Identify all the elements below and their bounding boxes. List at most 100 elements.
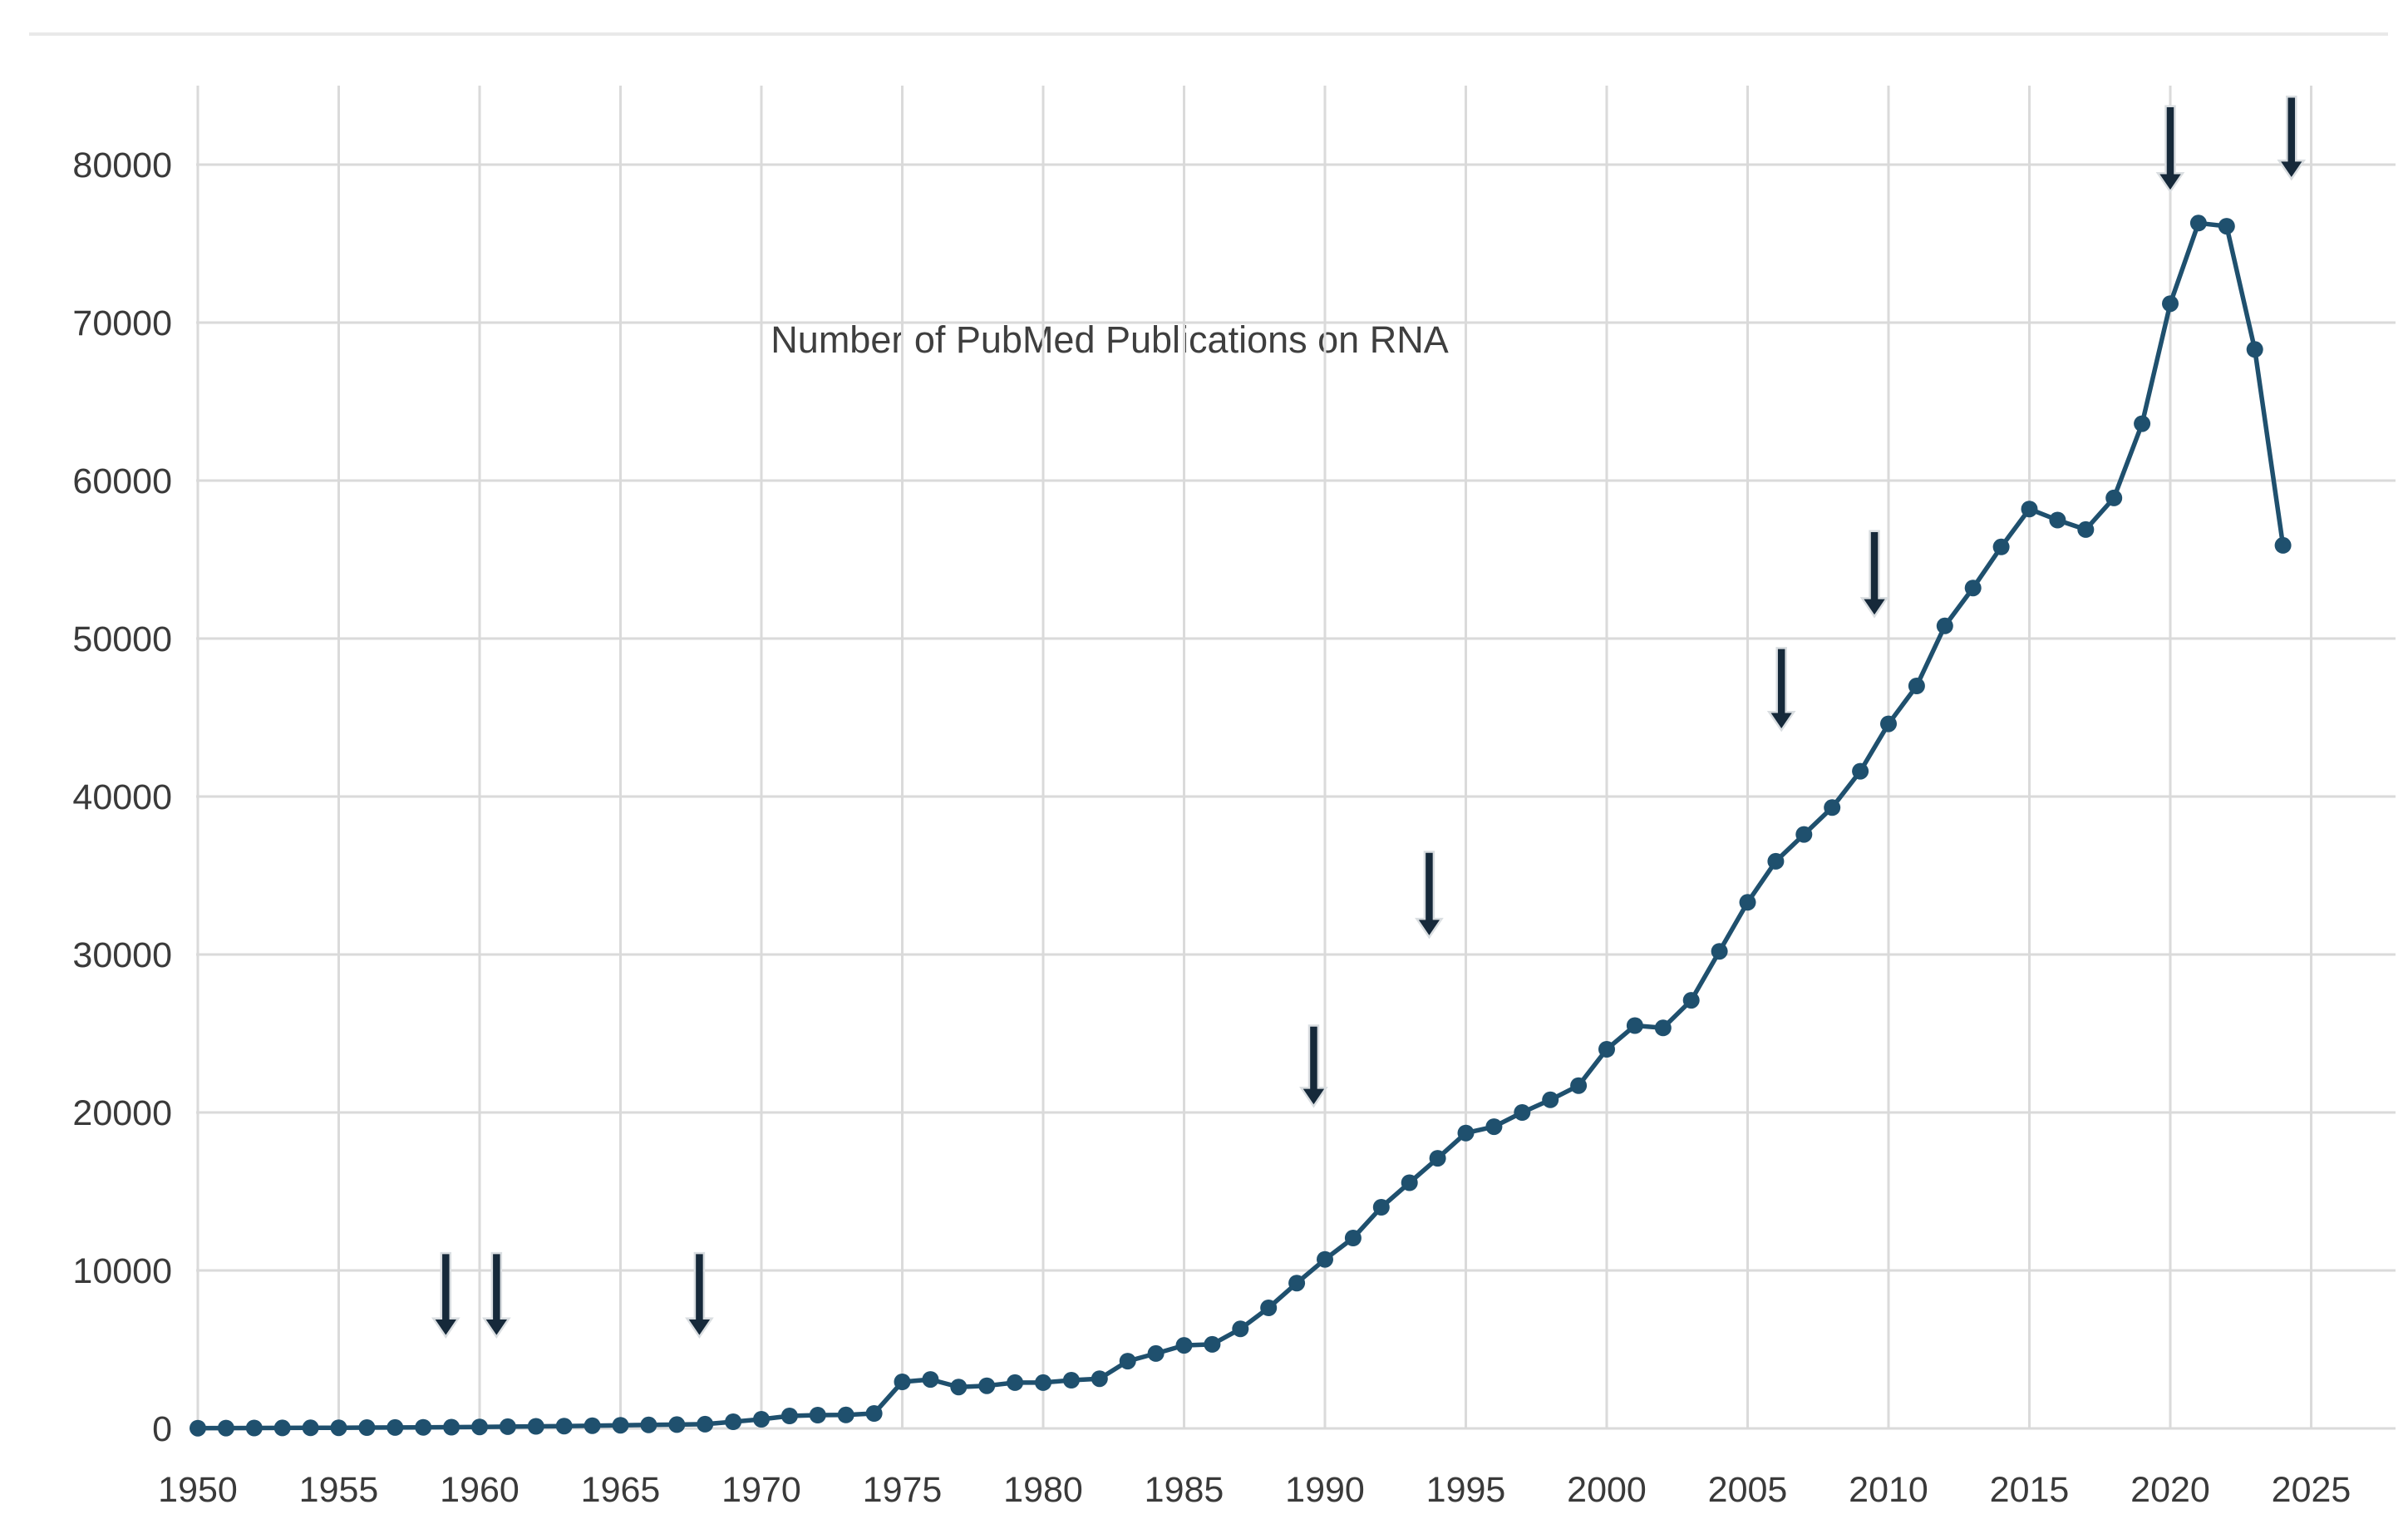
data-point [809,1407,826,1423]
data-point [697,1415,714,1433]
data-point [1626,1017,1643,1034]
data-point [1372,1199,1390,1216]
data-point [1711,943,1728,960]
y-tick-label: 60000 [72,461,172,501]
data-point [1485,1118,1503,1136]
x-tick-label: 1960 [440,1470,520,1510]
x-tick-label: 2015 [1990,1470,2070,1510]
data-point [555,1418,573,1435]
data-point [1175,1337,1193,1354]
x-tick-label: 1980 [1003,1470,1083,1510]
data-point [1457,1124,1475,1142]
data-point [612,1417,629,1434]
y-tick-label: 50000 [72,619,172,659]
data-point [668,1416,686,1433]
x-tick-label: 1965 [581,1470,661,1510]
data-point [245,1419,263,1437]
data-point [358,1419,376,1436]
data-point [1992,538,2010,555]
data-point [781,1408,798,1424]
data-point [1204,1335,1221,1353]
data-point [273,1419,291,1437]
data-point [1908,678,1925,694]
data-point [1317,1250,1333,1268]
data-point [1288,1275,1306,1292]
data-point [499,1418,516,1435]
x-tick-label: 2020 [2130,1470,2210,1510]
y-tick-label: 80000 [72,146,172,185]
data-point [217,1419,234,1437]
annotation-arrow [481,1251,511,1339]
data-point [1232,1320,1249,1338]
data-point [1570,1077,1588,1094]
data-point [950,1379,968,1396]
data-point [1260,1300,1278,1316]
data-point [302,1419,319,1437]
data-point [725,1413,742,1430]
data-point [1964,580,1982,597]
data-point [1880,715,1897,733]
data-point [1739,894,1756,911]
data-point [1795,826,1813,843]
data-point [1682,992,1700,1009]
y-tick-label: 10000 [72,1251,172,1291]
data-point [1401,1174,1418,1191]
data-point [1514,1104,1531,1121]
data-point [1344,1230,1362,1246]
data-point [2218,218,2235,235]
data-point [415,1418,432,1436]
data-point [1062,1372,1080,1389]
data-point [1824,799,1841,816]
chart-title: Number of PubMed Publications on RNA [771,318,1449,361]
data-point [1598,1041,1615,1058]
data-point [443,1418,460,1436]
data-point [190,1419,206,1437]
data-point [837,1406,854,1423]
data-point [1007,1374,1024,1391]
x-tick-label: 1985 [1145,1470,1224,1510]
x-tick-label: 2005 [1708,1470,1788,1510]
data-point [1119,1353,1136,1370]
data-point [584,1417,601,1434]
data-point [2049,511,2066,529]
y-tick-label: 30000 [72,935,172,975]
data-point [865,1405,883,1422]
data-point [2105,489,2123,506]
annotation-arrow [1415,851,1444,940]
x-tick-label: 2010 [1849,1470,1928,1510]
y-tick-label: 70000 [72,303,172,343]
data-point [1147,1344,1165,1362]
x-tick-label: 1990 [1285,1470,1365,1510]
data-point [2189,215,2207,232]
y-tick-label: 40000 [72,777,172,817]
x-tick-label: 2000 [1567,1470,1647,1510]
annotation-arrow [1299,1024,1328,1108]
y-tick-label: 0 [152,1409,172,1449]
data-point [471,1418,488,1436]
x-tick-label: 1995 [1426,1470,1506,1510]
data-point [753,1411,770,1428]
data-point [1542,1091,1559,1108]
data-point [2134,415,2151,432]
data-point [2246,341,2263,358]
data-point [1654,1019,1672,1037]
x-tick-label: 1975 [863,1470,943,1510]
data-point [387,1418,404,1436]
y-tick-label: 20000 [72,1093,172,1133]
annotation-arrow [2155,105,2185,194]
data-point [922,1371,939,1389]
x-tick-label: 1955 [299,1470,379,1510]
data-point [978,1377,996,1394]
top-divider [29,32,2388,36]
annotation-arrow [2277,96,2307,181]
x-tick-label: 1950 [158,1470,238,1510]
data-point [527,1418,544,1435]
data-point [1936,617,1953,634]
data-point [1035,1374,1051,1391]
data-point [1429,1150,1446,1167]
x-tick-label: 1970 [721,1470,801,1510]
annotation-arrow [1766,647,1796,733]
data-point [1852,762,1869,780]
data-point [2274,536,2292,554]
